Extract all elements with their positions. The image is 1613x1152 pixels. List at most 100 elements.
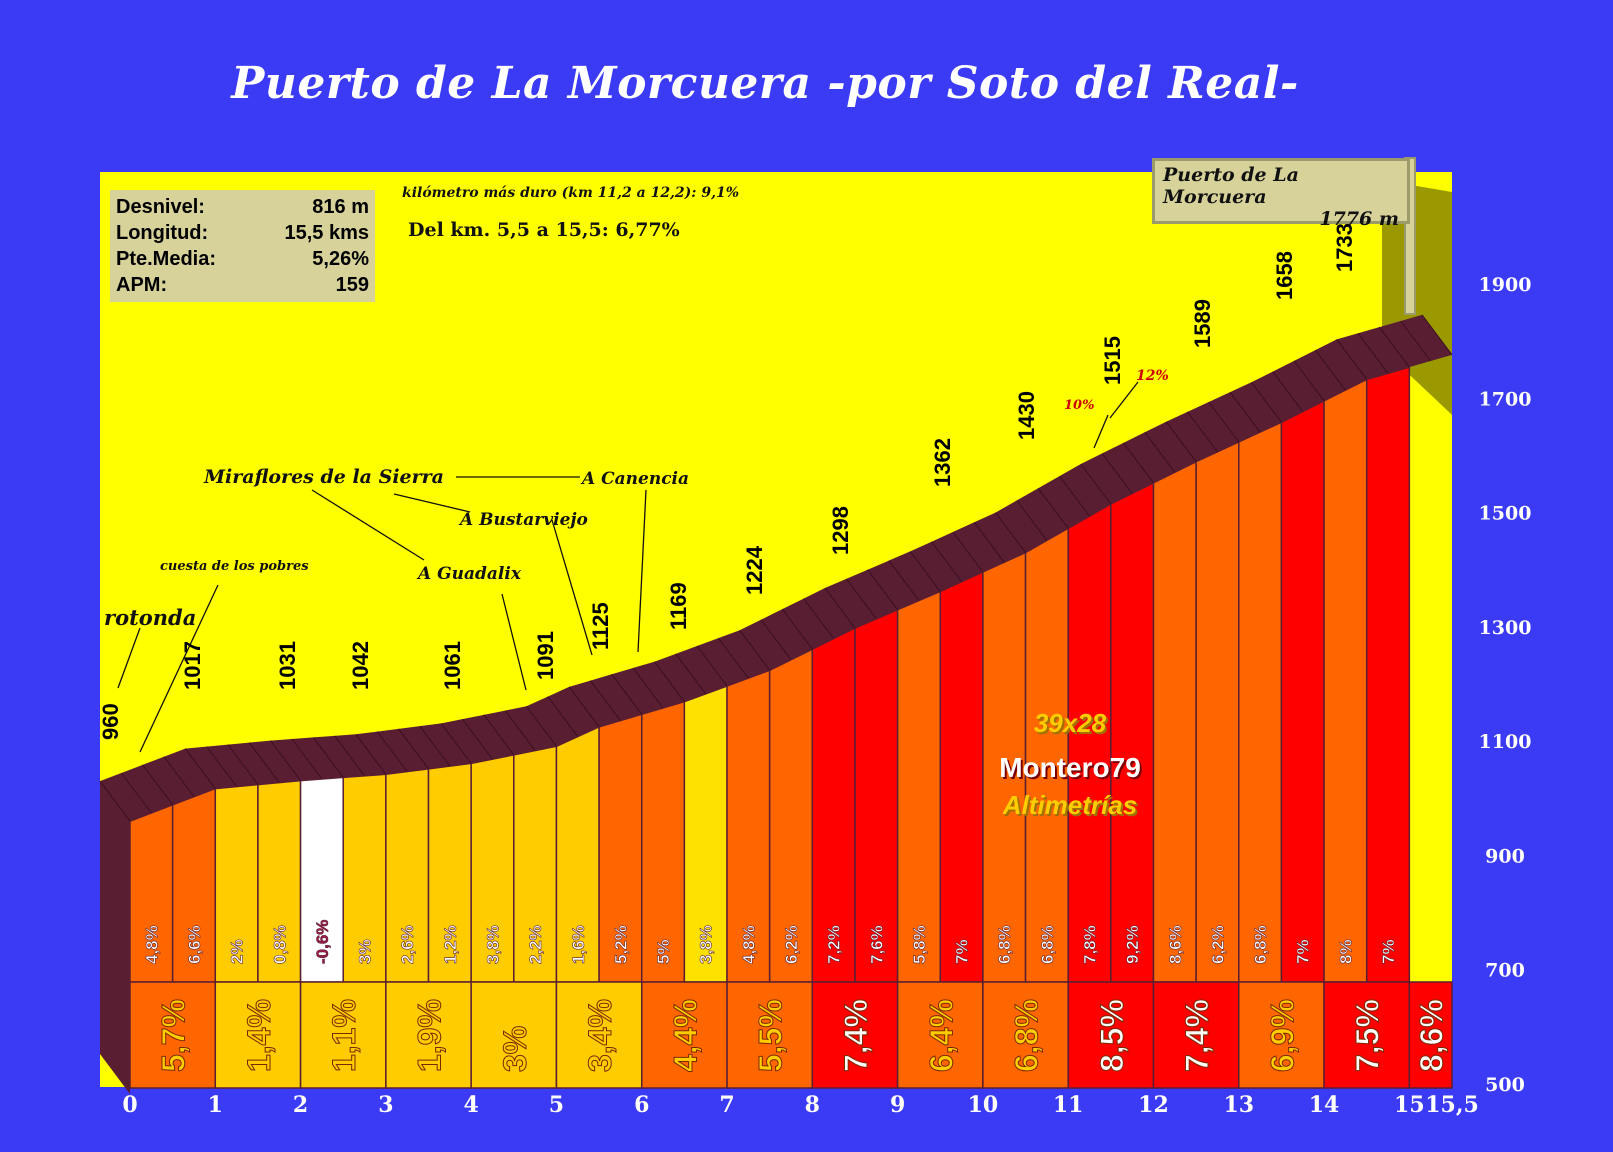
x-tick-label: 6 (634, 1092, 649, 1118)
y-tick-label: 1300 (1479, 617, 1532, 639)
x-tick-label: 1 (208, 1092, 223, 1118)
road-hatch (1272, 371, 1304, 412)
road-hatch (1037, 487, 1069, 529)
half-km-slope-label: 2% (228, 939, 247, 964)
km-slope-label: 7,4% (838, 999, 874, 1072)
road-hatch (1187, 411, 1218, 453)
km-bar (1408, 981, 1453, 1089)
road-hatch (184, 748, 216, 789)
x-tick-label: 12 (1138, 1092, 1169, 1118)
place-label-rotonda: rotonda (104, 605, 197, 630)
altitude-label: 1017 (180, 641, 205, 690)
leader-line (501, 593, 527, 691)
road-hatch (312, 737, 344, 778)
half-km-slope-label: 9,2% (1123, 925, 1142, 964)
place-label-miraflores: Miraflores de la Sierra (204, 466, 444, 488)
half-km-bar (1323, 378, 1368, 983)
altitude-label: 1733 (1332, 223, 1357, 272)
road-hatch (419, 725, 451, 767)
road-hatch (1101, 453, 1133, 494)
km-slope-label: 4,4% (667, 999, 703, 1072)
y-tick-label: 700 (1485, 960, 1525, 982)
summit-altitude: 1776 m (1319, 208, 1399, 230)
altitude-label: 960 (98, 703, 123, 740)
stats-label: Pte.Media: (116, 248, 217, 270)
road-hatch (440, 723, 472, 764)
half-km-slope-label: 8% (1336, 939, 1355, 964)
road-hatch (1144, 431, 1176, 473)
half-km-slope-label: 6,8% (995, 925, 1014, 964)
altitude-label: 1169 (666, 582, 691, 630)
leader-line (139, 584, 219, 753)
half-km-slope-label: 0,8% (270, 925, 289, 964)
half-km-slope-label: 6,8% (1251, 925, 1270, 964)
y-tick-label: 1900 (1479, 274, 1532, 296)
road-hatch (1165, 421, 1197, 463)
half-km-slope-label: -0,6% (313, 920, 332, 964)
road-hatch (334, 735, 365, 777)
place-label-bustarviejo: A Bustarviejo (460, 510, 588, 530)
km-slope-label: 5,5% (753, 999, 789, 1072)
road-hatch (547, 696, 579, 737)
km-bar (1152, 981, 1240, 1089)
x-tick-label: 10 (968, 1092, 999, 1118)
half-km-slope-label: 3,8% (483, 925, 502, 964)
road-hatch (142, 764, 174, 806)
half-km-bar (1280, 399, 1325, 983)
watermark-author: Montero79 (999, 752, 1141, 783)
km-slope-label: 3% (497, 1026, 533, 1072)
road-hatch (1080, 463, 1112, 505)
road-hatch (1293, 360, 1325, 402)
y-tick-label: 900 (1485, 845, 1525, 867)
half-km-slope-label: 2,6% (398, 925, 417, 964)
altitude-label: 1362 (930, 438, 955, 487)
place-label-canencia: A Canencia (582, 469, 690, 489)
road-hatch (632, 667, 664, 709)
stats-value: 5,26% (312, 248, 369, 270)
x-tick-label: 7 (719, 1092, 734, 1118)
x-tick-label: 14 (1309, 1092, 1340, 1118)
road-hatch (398, 728, 429, 770)
km-bar (1323, 981, 1411, 1089)
road-hatch (717, 637, 749, 679)
road-hatch (1400, 320, 1432, 362)
km-slope-label: 5,7% (156, 999, 192, 1072)
km-bar (640, 981, 728, 1089)
half-km-bar (896, 590, 942, 983)
road-hatch (1336, 339, 1368, 380)
road-hatch (1251, 381, 1282, 423)
x-tick-label: 11 (1053, 1092, 1084, 1118)
road-hatch (270, 740, 301, 781)
road-hatch (952, 531, 984, 573)
road-hatch (1229, 391, 1261, 433)
half-km-slope-label: 3% (356, 939, 375, 964)
summit-label-box: Puerto de La Morcuera 1776 m (1152, 158, 1410, 230)
road-hatch (526, 705, 557, 747)
road-hatch (888, 560, 920, 601)
half-km-slope-label: 7% (953, 939, 972, 964)
y-tick-label: 1500 (1479, 503, 1532, 525)
km-bar (129, 981, 217, 1089)
stats-value: 15,5 kms (284, 222, 369, 244)
road-hatch (355, 733, 387, 775)
road-hatch (803, 598, 835, 639)
half-km-slope-label: 7% (1379, 939, 1398, 964)
km-slope-label: 6,8% (1009, 999, 1045, 1072)
leader-line (551, 519, 593, 656)
x-tick-label: 2 (293, 1092, 308, 1118)
stats-row: Pte.Media: 5,26% (116, 246, 369, 272)
road-hatch (227, 744, 259, 785)
km-slope-label: 1,1% (326, 999, 362, 1072)
km-slope-label: 7,4% (1179, 999, 1215, 1072)
leader-line (393, 493, 471, 513)
altitude-label: 1031 (275, 641, 300, 690)
km-slope-label: 6,9% (1264, 999, 1300, 1072)
altitude-label: 1125 (588, 602, 613, 650)
half-km-bar (1195, 440, 1240, 983)
y-tick-label: 1700 (1479, 388, 1532, 410)
half-km-slope-label: 4,8% (142, 925, 161, 964)
altitude-label: 1298 (828, 506, 853, 555)
road-hatch (1059, 475, 1090, 517)
km-bar (896, 981, 984, 1089)
leader-line (117, 627, 141, 689)
